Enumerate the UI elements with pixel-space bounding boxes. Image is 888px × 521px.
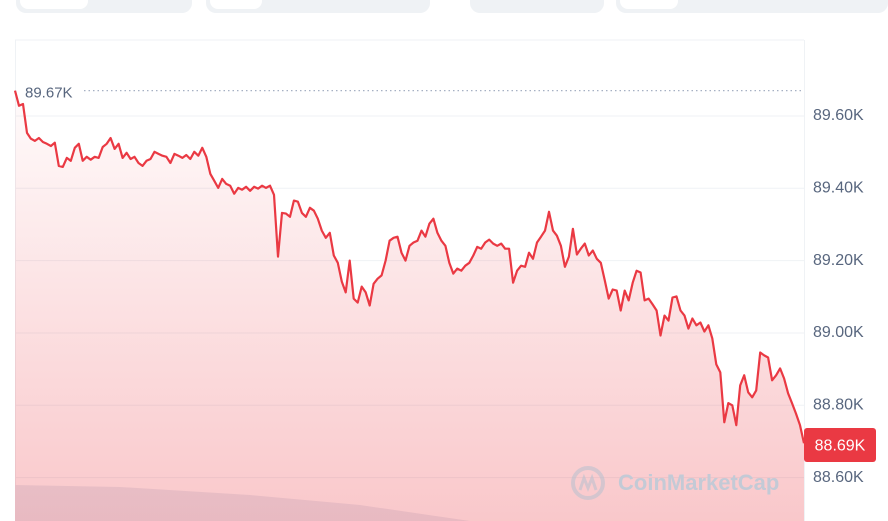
area-fill	[15, 90, 804, 521]
y-tick-label: 89.60K	[813, 107, 864, 124]
high-label: 89.67K	[25, 85, 73, 102]
y-tick-label: 89.20K	[813, 252, 864, 269]
tab-active[interactable]	[210, 0, 262, 9]
watermark: CoinMarketCap	[618, 470, 779, 495]
y-tick-label: 89.40K	[813, 179, 864, 196]
current-badge	[804, 428, 876, 463]
plot	[13, 90, 806, 521]
tab[interactable]	[470, 0, 604, 13]
watermark-logo	[571, 466, 605, 500]
tab[interactable]	[616, 0, 888, 13]
current-label: 88.69K	[815, 437, 866, 454]
tab-active[interactable]	[620, 0, 678, 9]
y-tick-label: 88.60K	[813, 469, 864, 486]
price-line	[13, 90, 806, 444]
tab-active[interactable]	[20, 0, 88, 9]
y-tick-label: 88.80K	[813, 396, 864, 413]
tab[interactable]	[206, 0, 430, 13]
y-tick-label: 89.00K	[813, 324, 864, 341]
